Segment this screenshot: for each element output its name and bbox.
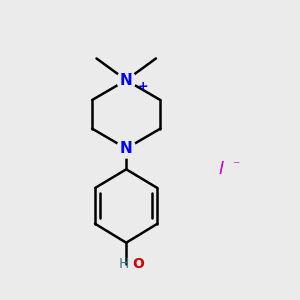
Text: H: H: [119, 257, 129, 272]
Circle shape: [117, 70, 136, 90]
Text: +: +: [137, 80, 148, 93]
Text: N: N: [120, 141, 133, 156]
Text: N: N: [120, 73, 133, 88]
Circle shape: [117, 139, 136, 158]
Text: O: O: [132, 257, 144, 272]
Text: I: I: [219, 160, 224, 178]
Text: ⁻: ⁻: [232, 159, 240, 173]
